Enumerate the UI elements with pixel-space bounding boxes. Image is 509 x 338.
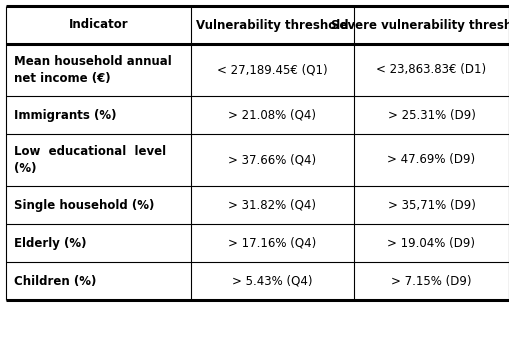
Text: > 25.31% (D9): > 25.31% (D9) <box>387 108 475 121</box>
Text: Mean household annual
net income (€): Mean household annual net income (€) <box>14 55 172 85</box>
Text: Severe vulnerability threshold: Severe vulnerability threshold <box>331 19 509 31</box>
Text: Vulnerability threshold: Vulnerability threshold <box>196 19 349 31</box>
Text: Indicator: Indicator <box>69 19 128 31</box>
Text: > 47.69% (D9): > 47.69% (D9) <box>387 153 475 167</box>
Text: Single household (%): Single household (%) <box>14 198 154 212</box>
Text: > 21.08% (Q4): > 21.08% (Q4) <box>229 108 317 121</box>
Text: Children (%): Children (%) <box>14 274 96 288</box>
Text: > 31.82% (Q4): > 31.82% (Q4) <box>229 198 317 212</box>
Text: > 35,71% (D9): > 35,71% (D9) <box>387 198 475 212</box>
Text: Low  educational  level
(%): Low educational level (%) <box>14 145 166 175</box>
Text: Elderly (%): Elderly (%) <box>14 237 87 249</box>
Text: > 19.04% (D9): > 19.04% (D9) <box>387 237 475 249</box>
Text: < 27,189.45€ (Q1): < 27,189.45€ (Q1) <box>217 64 328 76</box>
Text: Immigrants (%): Immigrants (%) <box>14 108 117 121</box>
Text: > 37.66% (Q4): > 37.66% (Q4) <box>229 153 317 167</box>
Text: > 7.15% (D9): > 7.15% (D9) <box>391 274 472 288</box>
Text: > 5.43% (Q4): > 5.43% (Q4) <box>232 274 313 288</box>
Text: > 17.16% (Q4): > 17.16% (Q4) <box>229 237 317 249</box>
Text: < 23,863.83€ (D1): < 23,863.83€ (D1) <box>377 64 487 76</box>
